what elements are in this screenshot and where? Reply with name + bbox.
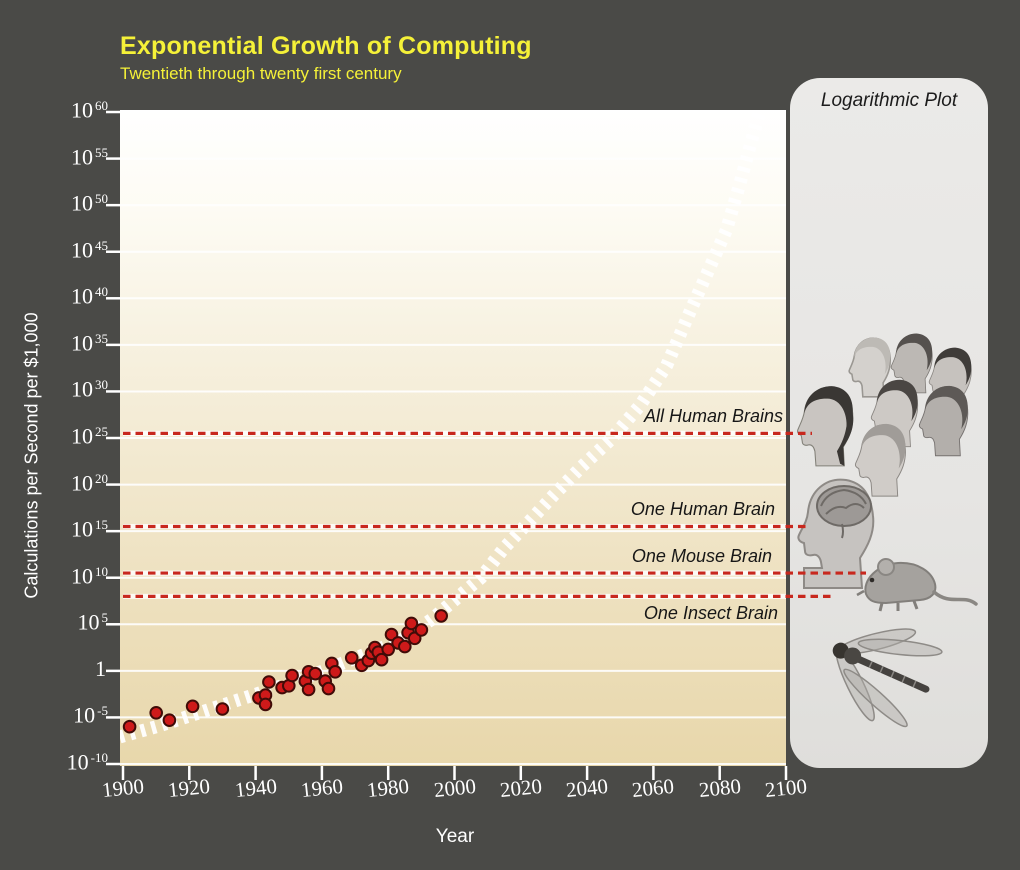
y-tick-label: 10 60 — [71, 97, 108, 123]
panel-title: Logarithmic Plot — [820, 90, 958, 111]
x-tick-label: 2080 — [697, 773, 742, 803]
y-tick-label: 10 45 — [71, 237, 108, 263]
y-tick-label: 1 — [95, 655, 106, 681]
mouse-illustration — [856, 558, 978, 612]
x-tick-label: 2100 — [763, 773, 809, 803]
group-of-human-faces-illustration — [797, 333, 972, 497]
logarithmic-plot-panel: Logarithmic Plot — [790, 78, 988, 768]
y-tick-label: 10 55 — [71, 143, 108, 169]
x-tick-label: 2020 — [498, 773, 543, 803]
panel-illustrations — [797, 333, 978, 728]
page-subtitle: Twentieth through twenty first century — [120, 64, 402, 83]
x-tick-label: 1900 — [100, 773, 146, 803]
dragonfly-illustration — [832, 628, 943, 728]
x-tick-label: 2060 — [631, 773, 676, 803]
page-title: Exponential Growth of Computing — [120, 32, 532, 60]
y-tick-label: 10 50 — [71, 190, 108, 216]
y-axis-title: Calculations per Second per $1,000 — [21, 312, 42, 599]
x-tick-label: 2040 — [564, 773, 610, 803]
y-tick-label: 10 -10 — [66, 749, 108, 775]
y-tick-label: 10 -5 — [73, 702, 108, 728]
plot-area — [120, 110, 786, 766]
x-tick-label: 1980 — [365, 773, 411, 803]
human-head-with-brain-illustration — [797, 478, 875, 589]
x-tick-label: 1960 — [299, 773, 344, 803]
x-axis-title: Year — [435, 826, 475, 847]
x-tick-label: 1940 — [233, 773, 278, 803]
x-tick-label: 2000 — [432, 773, 477, 803]
x-tick-label: 1920 — [167, 773, 212, 803]
